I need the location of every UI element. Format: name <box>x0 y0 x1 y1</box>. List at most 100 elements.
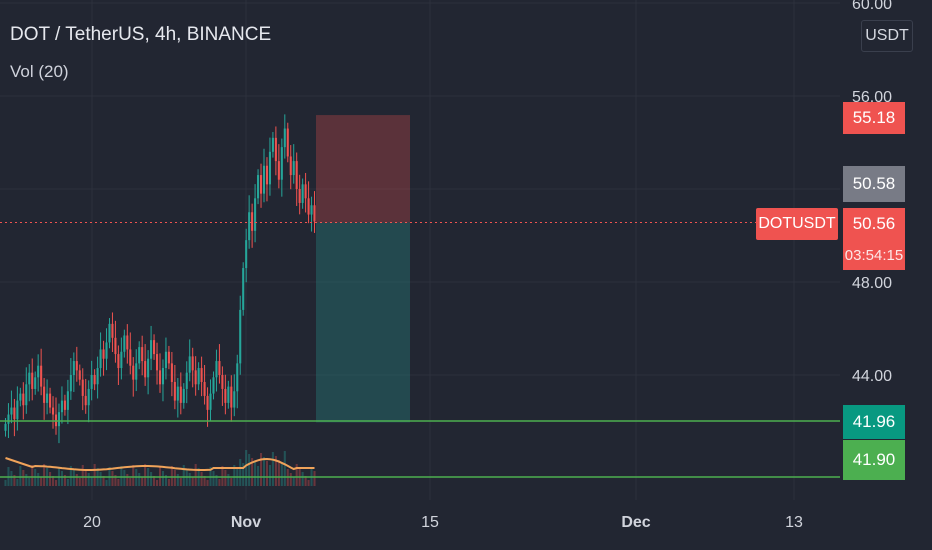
candle-body <box>66 391 69 410</box>
volume-bar <box>150 472 153 486</box>
candle-body <box>185 372 188 389</box>
candle-body <box>274 137 277 162</box>
y-tick-label: 44.00 <box>852 368 892 385</box>
candle-body <box>126 335 129 350</box>
candle-body <box>188 356 191 373</box>
candle-body <box>197 368 200 385</box>
candle-body <box>105 342 108 359</box>
volume-bar <box>54 480 58 486</box>
candle-body <box>111 323 114 338</box>
stop-loss-zone[interactable] <box>316 115 410 223</box>
volume-bar <box>271 452 274 486</box>
candle-body <box>295 161 298 189</box>
volume-bar <box>245 450 248 486</box>
volume-bar <box>274 456 277 486</box>
volume-bar <box>200 472 203 486</box>
candle-body <box>57 412 61 427</box>
volume-bar <box>194 464 197 486</box>
volume-bar <box>170 466 173 486</box>
volume-bar <box>233 465 236 486</box>
y-tick-label: 60.00 <box>852 0 892 13</box>
volume-bar <box>188 473 191 486</box>
volume-bar <box>242 463 245 486</box>
volume-bar <box>99 472 102 486</box>
volume-bar <box>90 477 93 486</box>
candle-body <box>63 400 66 410</box>
candle-body <box>262 165 266 194</box>
volume-bar <box>239 459 242 486</box>
volume-bar <box>132 465 135 486</box>
y-tick-label: 48.00 <box>852 275 892 292</box>
candle-body <box>182 388 185 403</box>
candle-body <box>93 375 96 385</box>
candle-body <box>227 386 230 403</box>
volume-bar <box>248 454 251 486</box>
candle-body <box>203 381 206 396</box>
candle-body <box>144 361 147 378</box>
candle-body <box>69 375 72 392</box>
volume-bar <box>105 480 108 486</box>
volume-bar <box>268 465 271 486</box>
candle-body <box>7 414 10 424</box>
candle-body <box>257 175 260 199</box>
candle-body <box>209 393 212 410</box>
volume-bar <box>313 471 316 486</box>
candle-body <box>43 386 46 403</box>
volume-bar <box>182 465 185 486</box>
stop-price-tag: 55.18 <box>843 102 905 134</box>
volume-bar <box>40 477 43 486</box>
candle-body <box>307 198 310 215</box>
candle-body <box>19 393 22 401</box>
volume-bar <box>262 457 266 486</box>
candle-body <box>84 395 87 406</box>
x-tick-label: 15 <box>421 514 439 531</box>
volume-bar <box>283 451 286 486</box>
volume-bar <box>221 466 224 486</box>
candle-body <box>251 212 254 231</box>
volume-bar <box>230 478 233 486</box>
volume-bar <box>289 473 292 486</box>
candle-body <box>304 184 307 199</box>
candle-body <box>239 309 242 364</box>
volume-bar <box>251 458 254 486</box>
volume-bar <box>218 479 221 486</box>
candle-body <box>254 198 257 231</box>
volume-ma-line <box>5 457 315 471</box>
volume-bar <box>259 453 263 486</box>
candle-body <box>215 361 218 378</box>
candle-body <box>96 368 99 385</box>
last-price-tag: 50.56 <box>843 208 905 240</box>
take-profit-zone[interactable] <box>316 222 410 423</box>
candle-body <box>259 175 263 194</box>
candle-body <box>289 156 292 176</box>
volume-bar <box>31 465 34 486</box>
volume-bar <box>164 475 167 486</box>
currency-unit-button[interactable]: USDT <box>861 20 913 52</box>
volume-indicator-label[interactable]: Vol (20) <box>10 62 69 81</box>
candle-body <box>147 358 150 378</box>
candle-body <box>46 393 49 403</box>
volume-bar <box>25 474 28 486</box>
support-level-tag-2: 41.90 <box>843 440 905 480</box>
candle-body <box>218 361 221 375</box>
volume-bar <box>114 475 117 486</box>
volume-bar <box>161 471 165 486</box>
candle-body <box>153 340 156 355</box>
candle-body <box>271 137 274 152</box>
candle-body <box>206 395 209 410</box>
volume-bar <box>167 479 170 486</box>
x-tick-label: Dec <box>621 514 650 531</box>
symbol-title[interactable]: DOT / TetherUS, 4h, BINANCE <box>10 24 272 45</box>
candle-body <box>72 361 75 375</box>
symbol-price-label: DOTUSDT <box>756 208 838 240</box>
candle-body <box>161 368 165 385</box>
candle-body <box>170 363 173 382</box>
volume-bar <box>280 464 283 486</box>
volume-bar <box>215 475 218 486</box>
candle-body <box>280 147 283 180</box>
candle-body <box>283 128 286 148</box>
candle-body <box>286 128 289 157</box>
volume-bar <box>254 462 257 486</box>
